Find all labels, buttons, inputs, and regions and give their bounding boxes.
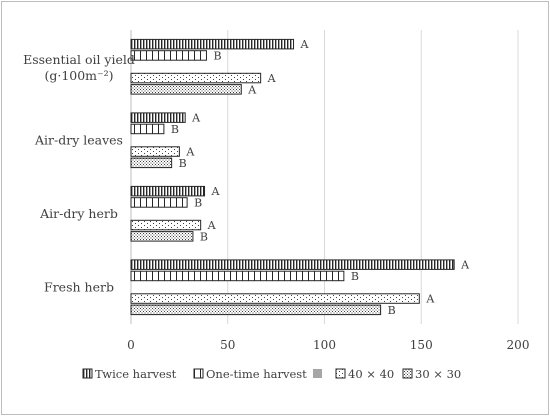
- bar-letter-3-4: B: [388, 304, 396, 317]
- bar-1-0: [130, 112, 186, 123]
- legend-label-0: Twice harvest: [95, 367, 177, 381]
- category-labels: Essential oil yield(g·100m⁻²) Air-dry lea…: [23, 52, 135, 295]
- bar-letter-3-0: A: [460, 259, 470, 272]
- bar-letter-1-3: A: [185, 146, 195, 159]
- bar-letter-0-0: A: [300, 38, 310, 51]
- bar-letter-0-4: A: [247, 83, 257, 96]
- bar-2-4: [130, 231, 194, 242]
- legend-label-4: 30 × 30: [415, 367, 461, 381]
- bar-3-3: [130, 293, 420, 304]
- bar-3-1: [130, 270, 345, 282]
- bar-2-0: [130, 185, 206, 197]
- x-tick-label-0: 0: [127, 338, 135, 352]
- bar-letter-1-0: A: [191, 112, 201, 125]
- bar-0-0: [130, 38, 295, 50]
- category-label-2: Air-dry herb: [39, 206, 118, 221]
- category-label-1: Air-dry leaves: [34, 132, 123, 147]
- category-label-3: Fresh herb: [44, 279, 114, 294]
- bar-0-3: [130, 72, 262, 84]
- bar-2-1: [130, 197, 188, 208]
- legend-swatch-4: [402, 368, 413, 379]
- bar-0-1: [130, 50, 207, 61]
- bar-letter-2-3: A: [207, 219, 217, 232]
- legend-swatch-3: [335, 368, 346, 379]
- bar-1-1: [130, 123, 165, 135]
- legend-swatch-0: [82, 368, 93, 379]
- category-label-0: Essential oil yield: [23, 52, 135, 67]
- bar-letter-2-0: A: [211, 185, 221, 198]
- legend-swatch-2: [313, 369, 322, 378]
- bar-letter-3-1: B: [351, 270, 359, 283]
- x-tick-label-3: 150: [410, 338, 433, 352]
- bar-3-4: [130, 304, 382, 316]
- x-tick-label-4: 200: [507, 338, 530, 352]
- bar-1-4: [130, 157, 173, 169]
- category-label-unit-0: (g·100m⁻²): [44, 68, 113, 83]
- bar-letter-2-1: B: [194, 196, 202, 209]
- bar-letter-0-1: B: [213, 49, 221, 62]
- legend-label-1: One-time harvest: [206, 367, 307, 381]
- x-tick-labels: 0 50 100 150 200: [127, 338, 529, 352]
- x-tick-label-1: 50: [220, 338, 235, 352]
- bar-letter-3-3: A: [425, 293, 435, 306]
- bar-letter-1-1: B: [171, 123, 179, 136]
- legend: Twice harvest One-time harvest 40 × 40 30 ×…: [82, 367, 461, 381]
- bar-letter-1-4: B: [179, 157, 187, 170]
- bar-3-0: [130, 259, 455, 270]
- bar-letter-2-4: B: [200, 230, 208, 243]
- legend-label-3: 40 × 40: [348, 367, 394, 381]
- bar-0-4: [130, 84, 242, 95]
- bar-2-3: [130, 219, 202, 231]
- x-tick-label-2: 100: [313, 338, 336, 352]
- bar-1-3: [130, 146, 180, 157]
- legend-swatch-1: [193, 368, 204, 379]
- bar-letter-0-3: A: [267, 72, 277, 85]
